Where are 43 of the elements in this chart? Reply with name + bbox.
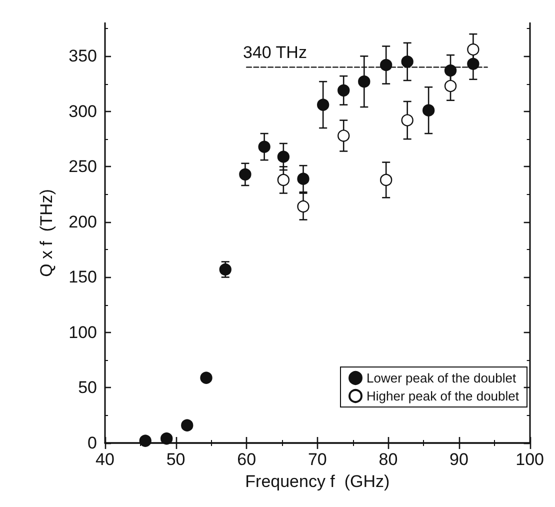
point: [444, 80, 457, 92]
point: [258, 140, 270, 153]
x-tick-label: 100: [516, 450, 544, 469]
point: [422, 104, 435, 116]
y-axis-title: Q x f (THz): [37, 189, 56, 277]
y-tick-label: 100: [68, 322, 97, 342]
point: [316, 98, 330, 111]
point: [297, 172, 310, 185]
y-tick-label: 300: [68, 102, 97, 121]
point: [467, 58, 480, 70]
point: [444, 64, 457, 77]
x-tick-label: 40: [96, 450, 114, 469]
y-tick-label: 50: [78, 378, 97, 398]
point: [160, 432, 173, 445]
x-tick-label: 70: [308, 450, 327, 469]
point: [401, 114, 414, 126]
point: [277, 150, 290, 163]
x-axis-title: Frequency f (GHz): [245, 472, 390, 491]
point: [200, 372, 212, 384]
point: [277, 174, 290, 186]
x-tick-label: 60: [237, 450, 256, 469]
y-tick-label: 0: [88, 434, 97, 452]
point: [401, 56, 414, 68]
x-tick-label: 50: [166, 450, 186, 469]
x-tick-label: 90: [450, 450, 468, 469]
annotation: 340 THz: [243, 43, 307, 62]
point: [139, 434, 152, 447]
point: [467, 43, 480, 56]
point: [297, 200, 310, 213]
point: [380, 174, 392, 186]
point: [338, 130, 350, 142]
point: [380, 58, 392, 72]
point: [338, 84, 350, 97]
y-tick-label: 200: [68, 212, 97, 232]
point: [239, 168, 252, 181]
point: [358, 75, 370, 88]
y-tick-label: 350: [68, 46, 97, 66]
point: [181, 419, 194, 432]
x-tick-label: 80: [378, 450, 398, 469]
legend-label: Higher peak of the doublet: [366, 388, 520, 404]
y-tick-label: 250: [68, 157, 97, 176]
legend-label: Lower peak of the doublet: [366, 370, 516, 386]
y-tick-label: 150: [68, 268, 97, 287]
